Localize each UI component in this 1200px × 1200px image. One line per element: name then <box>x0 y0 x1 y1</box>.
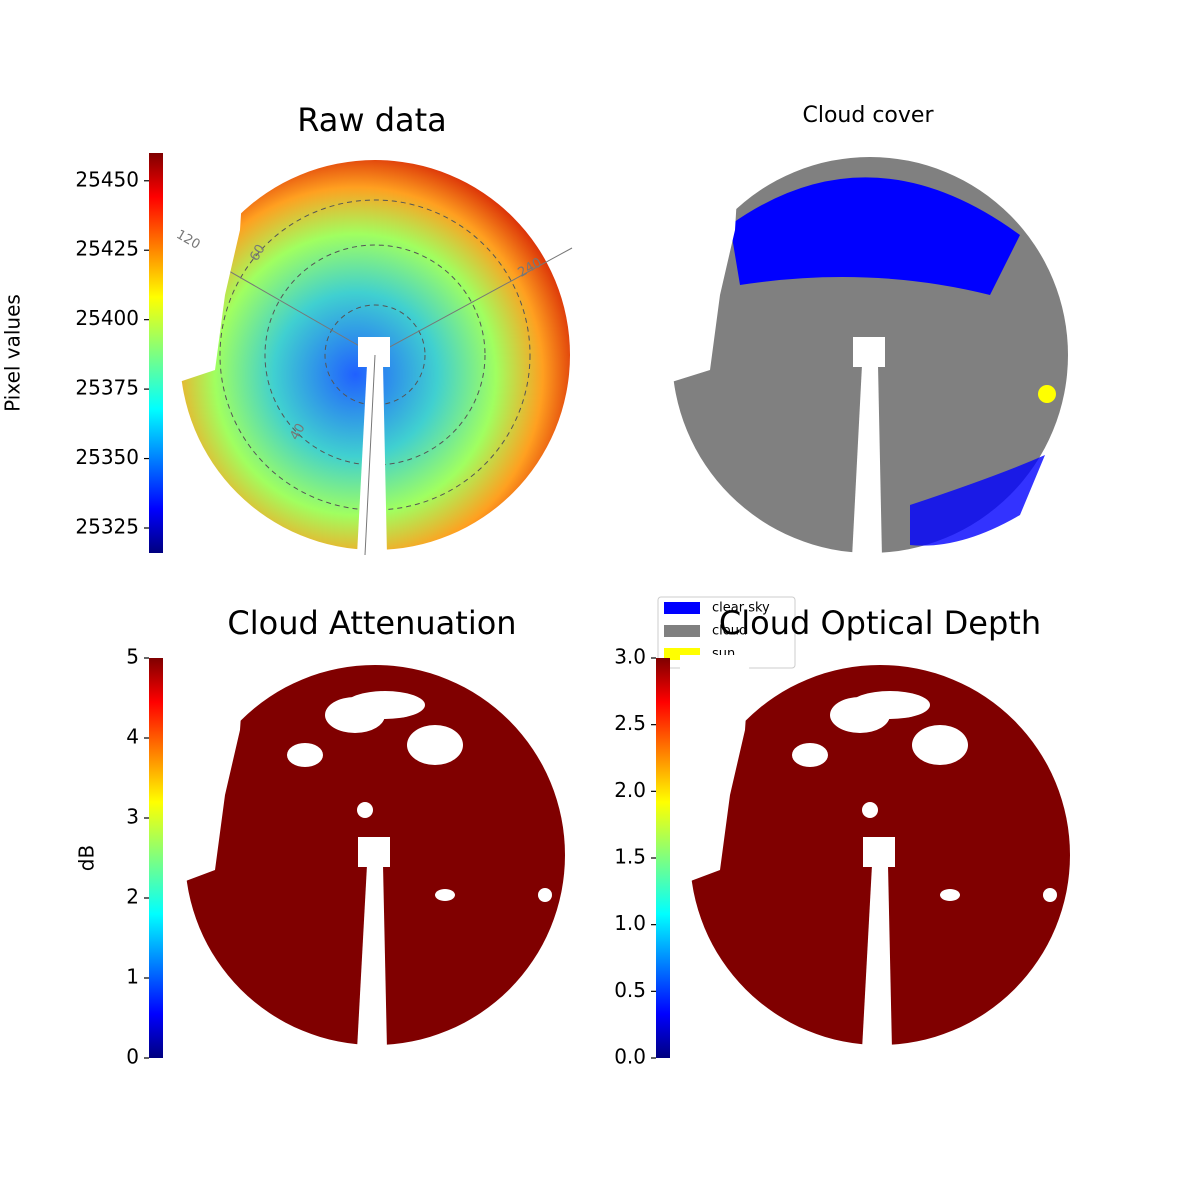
clear-patch <box>357 802 373 818</box>
colorbar-tick-label: 3 <box>126 805 139 829</box>
colorbar-tick-label: 25375 <box>75 376 139 400</box>
colorbar <box>149 658 163 1058</box>
colorbar-tick-label: 25400 <box>75 306 139 330</box>
sun <box>1038 385 1056 403</box>
clear-patch <box>940 889 960 901</box>
mask <box>358 837 390 867</box>
colorbar-tick-label: 1 <box>126 965 139 989</box>
mask <box>680 655 750 885</box>
clear-patch <box>407 725 463 765</box>
clear-patch <box>435 889 455 901</box>
colorbar-tick-label: 2.5 <box>614 711 646 735</box>
panel: Cloud Optical Depth 0.0 0.5 1.0 1.5 2.0 2.5 3.0 <box>614 604 1070 1069</box>
legend-label: clear sky <box>712 601 770 616</box>
panel-title: Cloud Optical Depth <box>719 604 1041 642</box>
legend-label: cloud <box>712 624 747 639</box>
colorbar-tick-label: 25325 <box>75 515 139 539</box>
clear-patch <box>850 691 930 719</box>
colorbar <box>149 153 163 553</box>
colorbar-tick-label: 25450 <box>75 167 139 191</box>
colorbar-label: Pixel values <box>1 294 25 412</box>
colorbar-tick-label: 25425 <box>75 237 139 261</box>
colorbar-label: dB <box>75 845 99 871</box>
clear-patch <box>792 743 828 767</box>
panel: Cloud Attenuation 0 1 2 3 4 5 dB <box>75 604 565 1069</box>
clear-patch <box>912 725 968 765</box>
clear-patch <box>287 743 323 767</box>
mask <box>358 337 390 367</box>
mask <box>170 150 245 385</box>
colorbar-tick-label: 2.0 <box>614 778 646 802</box>
clear-patch <box>1043 888 1057 902</box>
legend-swatch <box>664 602 700 614</box>
legend-swatch <box>664 625 700 637</box>
clear-sky-region <box>730 177 1020 295</box>
colorbar-tick-label: 4 <box>126 725 139 749</box>
polar-axis <box>364 354 376 556</box>
colorbar-tick-label: 3.0 <box>614 645 646 669</box>
mask <box>853 337 885 367</box>
colorbar-tick-label: 1.0 <box>614 911 646 935</box>
panel: Raw data12060240402532525350253752540025… <box>1 101 573 556</box>
colorbar-tick-label: 0 <box>126 1045 139 1069</box>
polar-label: 40 <box>287 421 308 443</box>
mask <box>357 865 387 1050</box>
colorbar <box>656 658 670 1058</box>
colorbar-tick-label: 0.0 <box>614 1045 646 1069</box>
mask <box>662 147 740 385</box>
panel-title: Cloud Attenuation <box>227 604 516 642</box>
clear-patch <box>862 802 878 818</box>
polar-label: 60 <box>247 242 268 264</box>
mask <box>862 865 892 1050</box>
mask <box>863 837 895 867</box>
mask <box>357 365 387 555</box>
panel-title: Cloud cover <box>803 103 935 128</box>
mask <box>175 655 245 885</box>
clear-patch <box>345 691 425 719</box>
clear-patch <box>538 888 552 902</box>
polar-grid <box>324 304 426 406</box>
colorbar-tick-label: 5 <box>126 645 139 669</box>
colorbar-tick-label: 1.5 <box>614 845 646 869</box>
colorbar-tick-label: 25350 <box>75 445 139 469</box>
colorbar-tick-label: 0.5 <box>614 978 646 1002</box>
mask <box>852 365 882 558</box>
polar-axis <box>374 247 573 356</box>
panel-title: Raw data <box>297 101 447 139</box>
clear-sky-region <box>910 455 1045 546</box>
colorbar-tick-label: 2 <box>126 885 139 909</box>
